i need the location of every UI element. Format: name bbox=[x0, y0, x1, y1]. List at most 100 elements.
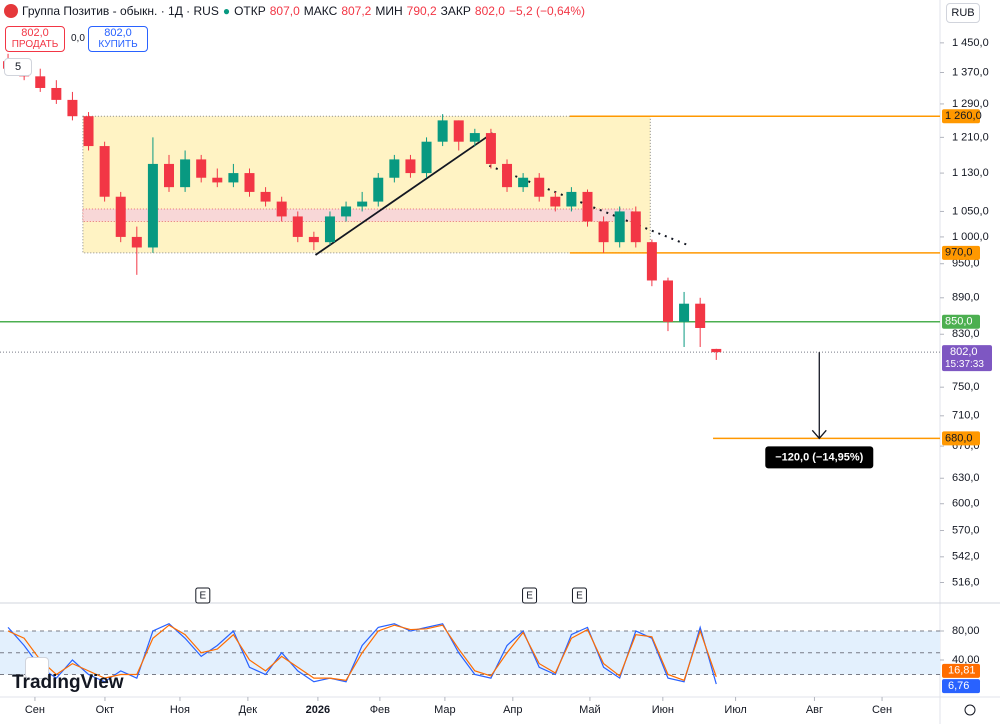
brand: TradingView bbox=[12, 672, 124, 693]
last-price-label: 802,0 bbox=[950, 346, 978, 358]
spread: 0,0 bbox=[71, 33, 85, 44]
osc-last-tag bbox=[942, 663, 980, 678]
candle-body bbox=[630, 211, 641, 243]
level-tag-label: 1 260,0 bbox=[945, 110, 982, 122]
osc-last-label: 16,81 bbox=[948, 665, 976, 677]
x-tick-label: 2026 bbox=[306, 704, 330, 716]
event-label: E bbox=[576, 591, 583, 602]
settings-icon[interactable] bbox=[964, 704, 976, 716]
candle-body bbox=[469, 133, 480, 142]
osc-last-tag bbox=[942, 679, 980, 694]
candle-body bbox=[276, 201, 287, 217]
event-marker bbox=[571, 587, 587, 604]
ohlc-open-label: ОТКР bbox=[234, 4, 266, 18]
osc-line bbox=[7, 623, 717, 685]
level-tag bbox=[942, 431, 980, 446]
buy-price: 802,0 bbox=[104, 27, 132, 39]
candle-body bbox=[341, 206, 352, 217]
candle-body bbox=[421, 141, 432, 174]
candle-body bbox=[99, 146, 110, 197]
level-tag bbox=[942, 314, 980, 329]
currency[interactable]: RUB bbox=[946, 3, 980, 23]
candle-body bbox=[196, 159, 207, 178]
x-tick-label: Сен bbox=[872, 704, 892, 716]
candle-body bbox=[679, 303, 690, 322]
candle-body bbox=[212, 177, 223, 183]
candle-body bbox=[405, 159, 416, 174]
y-tick-label: 630,0 bbox=[952, 472, 980, 484]
level-tag-label: 850,0 bbox=[945, 316, 973, 328]
candle-body bbox=[566, 191, 577, 207]
measure-label: −120,0 (−14,95%) bbox=[775, 451, 863, 463]
ohlc-high-label: МАКС bbox=[303, 4, 338, 18]
ohlc-close: 802,0 bbox=[474, 4, 505, 18]
status-dot: ● bbox=[222, 4, 231, 18]
y-tick-label: 1 050,0 bbox=[952, 205, 989, 217]
candle-body bbox=[582, 191, 593, 222]
measure-arrowhead bbox=[811, 429, 827, 440]
sell-label: ПРОДАТЬ bbox=[11, 39, 59, 50]
y-tick-label: 600,0 bbox=[952, 498, 980, 510]
symbol[interactable]: Группа Позитив - обыкн. · 1Д · RUS bbox=[22, 4, 219, 18]
candle-body bbox=[711, 348, 722, 353]
candle-body bbox=[131, 236, 142, 248]
y-tick-label: 950,0 bbox=[952, 258, 980, 270]
countdown: 15:37:33 bbox=[945, 359, 984, 370]
candle-body bbox=[534, 177, 545, 197]
candle-body bbox=[550, 196, 561, 207]
osc-line bbox=[7, 624, 717, 682]
ohlc-close-label: ЗАКР bbox=[440, 4, 471, 18]
osc-last-label: 6,76 bbox=[948, 680, 969, 692]
x-tick-label: Апр bbox=[503, 704, 522, 716]
x-tick-label: Авг bbox=[806, 704, 823, 716]
candle-body bbox=[292, 216, 303, 237]
candle-body bbox=[67, 99, 78, 117]
buy-label: КУПИТЬ bbox=[98, 39, 138, 50]
last-price-tag bbox=[942, 345, 992, 372]
candle-body bbox=[695, 303, 706, 328]
event-label: E bbox=[526, 591, 533, 602]
event-marker bbox=[195, 587, 211, 604]
candle-body bbox=[35, 76, 46, 88]
candle-body bbox=[389, 159, 400, 178]
ohlc-low-label: МИН bbox=[375, 4, 403, 18]
candle-body bbox=[83, 116, 94, 147]
level-tag bbox=[942, 109, 980, 124]
sell-button[interactable]: 802,0 ПРОДАТЬ bbox=[5, 26, 65, 52]
x-tick-label: Мар bbox=[434, 704, 456, 716]
candle-body bbox=[147, 163, 158, 248]
ohlc-open: 807,0 bbox=[269, 4, 300, 18]
candle-body bbox=[164, 163, 175, 188]
candle-body bbox=[453, 120, 464, 142]
y-tick-label: 1 210,0 bbox=[952, 131, 989, 143]
indicators-toggle[interactable]: 5 bbox=[4, 58, 32, 76]
price-zone bbox=[82, 115, 651, 254]
level-tag-label: 680,0 bbox=[945, 432, 973, 444]
candle-body bbox=[614, 211, 625, 243]
y-tick-label: 750,0 bbox=[952, 381, 980, 393]
candle-body bbox=[485, 133, 496, 164]
candle-body bbox=[662, 280, 673, 322]
y-tick-label: 516,0 bbox=[952, 576, 980, 588]
y-tick-label: 1 130,0 bbox=[952, 167, 989, 179]
ohlc-high: 807,2 bbox=[341, 4, 372, 18]
x-tick-label: Фев bbox=[370, 704, 390, 716]
ohlc-low: 790,2 bbox=[406, 4, 437, 18]
candle-body bbox=[646, 242, 657, 281]
level-tag-label: 970,0 bbox=[945, 247, 973, 259]
candle-body bbox=[502, 163, 513, 188]
drawing-tool[interactable] bbox=[25, 657, 49, 679]
candle-body bbox=[51, 87, 62, 100]
candle-body bbox=[518, 177, 529, 188]
candle-body bbox=[260, 191, 271, 202]
price-band bbox=[82, 208, 634, 222]
y-tick-label: 1 450,0 bbox=[952, 37, 989, 49]
y-tick-label: 570,0 bbox=[952, 524, 980, 536]
buy-button[interactable]: 802,0 КУПИТЬ bbox=[88, 26, 148, 52]
trendline bbox=[314, 132, 494, 256]
osc-tick-label: 80,00 bbox=[952, 625, 980, 637]
event-marker bbox=[522, 587, 538, 604]
change: −5,2 (−0,64%) bbox=[508, 4, 586, 18]
y-tick-label: 1 290,0 bbox=[952, 98, 989, 110]
